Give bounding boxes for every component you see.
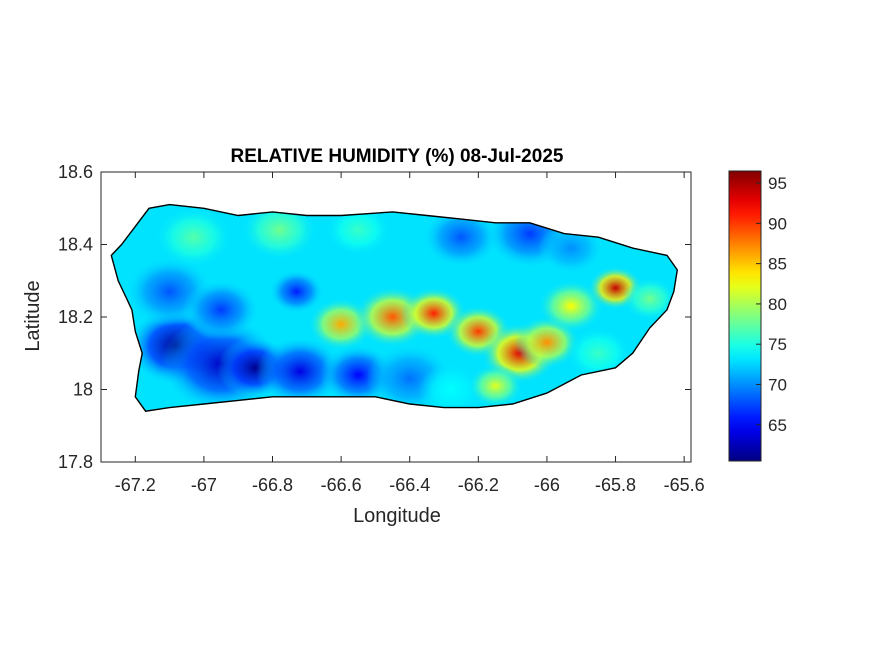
plot-area xyxy=(100,171,692,463)
y-tick-label: 18.4 xyxy=(58,235,93,255)
y-tick-label: 17.8 xyxy=(58,452,93,472)
x-tick-label: -66.2 xyxy=(458,475,499,495)
colorbar-tick-label: 95 xyxy=(768,174,787,193)
x-tick-label: -67 xyxy=(191,475,217,495)
humidity-blob xyxy=(155,206,233,268)
humidity-blob xyxy=(622,277,678,321)
colorbar-tick-label: 80 xyxy=(768,295,787,314)
humidity-blob xyxy=(538,280,604,333)
colorbar-tick-label: 70 xyxy=(768,375,787,394)
humidity-blob xyxy=(269,269,324,314)
humidity-blob xyxy=(325,204,392,257)
x-tick-label: -66.8 xyxy=(252,475,293,495)
colorbar-ticks: 65 70 75 80 85 90 95 xyxy=(756,174,787,435)
y-axis-label: Latitude xyxy=(22,280,44,351)
colorbar-tick-label: 65 xyxy=(768,416,787,435)
colorbar-tick-label: 85 xyxy=(768,255,787,274)
x-axis-label: Longitude xyxy=(353,505,441,527)
humidity-field xyxy=(111,204,678,412)
humidity-blob xyxy=(256,336,344,407)
y-tick-label: 18.6 xyxy=(58,162,93,182)
x-tick-label: -66.4 xyxy=(389,475,430,495)
x-tick-marks xyxy=(134,172,685,462)
x-tick-label: -66 xyxy=(534,475,560,495)
x-tick-label: -65.6 xyxy=(664,475,705,495)
x-tick-label: -65.8 xyxy=(595,475,636,495)
colorbar: 65 70 75 80 85 90 95 xyxy=(728,170,787,462)
y-tick-label: 18.2 xyxy=(58,307,93,327)
humidity-blob xyxy=(182,279,260,341)
colorbar-tick-label: 90 xyxy=(768,214,787,233)
humidity-blob xyxy=(565,327,632,380)
y-tick-label: 18 xyxy=(73,380,93,400)
humidity-blob xyxy=(417,363,484,412)
island-outline xyxy=(110,203,679,412)
y-tick-marks xyxy=(101,171,691,463)
humidity-blob xyxy=(468,364,523,408)
x-tick-labels: -67.2 -67 -66.8 -66.6 -66.4 -66.2 -66 -65.8 -65.… xyxy=(115,475,705,495)
chart-title: RELATIVE HUMIDITY (%) 08-Jul-2025 xyxy=(231,146,564,167)
x-tick-label: -67.2 xyxy=(115,475,156,495)
x-tick-label: -66.6 xyxy=(321,475,362,495)
colorbar-tick-label: 75 xyxy=(768,335,787,354)
colorbar-gradient xyxy=(728,170,762,462)
humidity-blob xyxy=(422,206,500,268)
y-tick-labels: 17.8 18 18.2 18.4 18.6 xyxy=(58,162,93,472)
